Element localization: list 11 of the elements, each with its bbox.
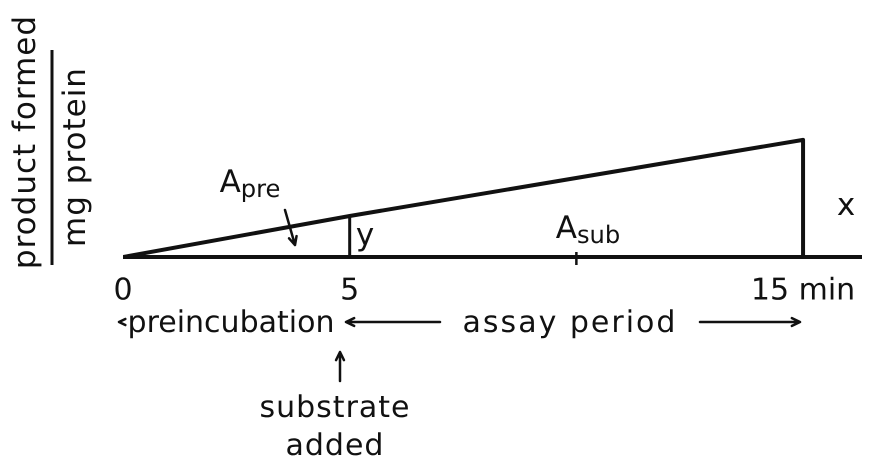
y-axis-title: product formed mg protein <box>7 14 93 270</box>
annotation: y <box>356 217 374 253</box>
annotation: A$_{pre}$ <box>220 164 280 204</box>
x-tick-label: 0 <box>113 272 133 308</box>
x-tick-label: 15 min <box>750 272 856 308</box>
text: substrate added <box>259 390 411 459</box>
annotation: A$_{sub}$ <box>556 210 620 250</box>
text: assay period <box>462 304 678 340</box>
text: preincubation <box>128 304 334 340</box>
annotation: x <box>836 187 856 223</box>
x-tick-label: 5 <box>340 272 360 308</box>
